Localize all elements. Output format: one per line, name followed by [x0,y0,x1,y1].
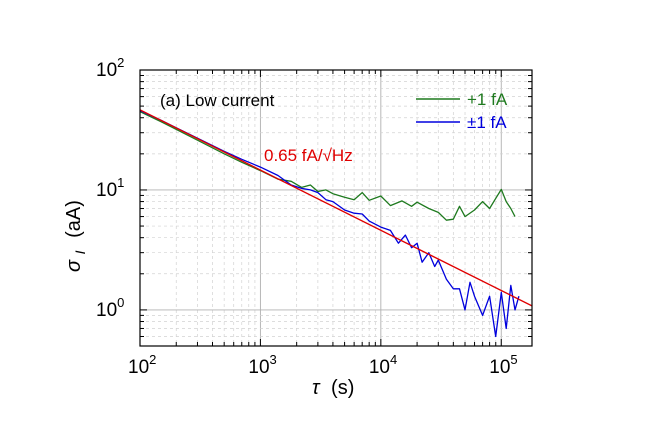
x-axis-title: τ (s) [312,377,354,399]
y-axis-symbol: σ [63,259,85,272]
series-layer [140,109,532,338]
panel-label: (a) Low current [160,91,275,110]
y-tick-label: 101 [96,175,124,201]
x-axis-unit: (s) [331,377,354,399]
legend: +1 fA ±1 fA [416,90,508,132]
x-tick-label: 102 [128,352,156,378]
y-axis-unit: (aA) [63,200,85,238]
plot-frame [139,69,533,347]
series-line-pm-1fa [140,109,520,338]
legend-label-pm: ±1 fA [467,113,507,132]
x-tick-label: 103 [248,352,276,378]
y-tick-label: 100 [96,295,124,321]
y-tick-label: 102 [96,55,124,81]
ticks: 102 103 104 105 100 101 102 [96,55,532,378]
y-axis-title: σ I (aA) [63,200,90,272]
x-axis-symbol: τ [312,377,321,399]
y-axis-subscript: I [72,250,88,254]
legend-label-plus: +1 fA [467,90,508,109]
fit-label: 0.65 fA/√Hz [264,146,353,165]
x-tick-label: 104 [369,352,397,378]
x-tick-label: 105 [489,352,517,378]
fit-line [140,109,532,307]
